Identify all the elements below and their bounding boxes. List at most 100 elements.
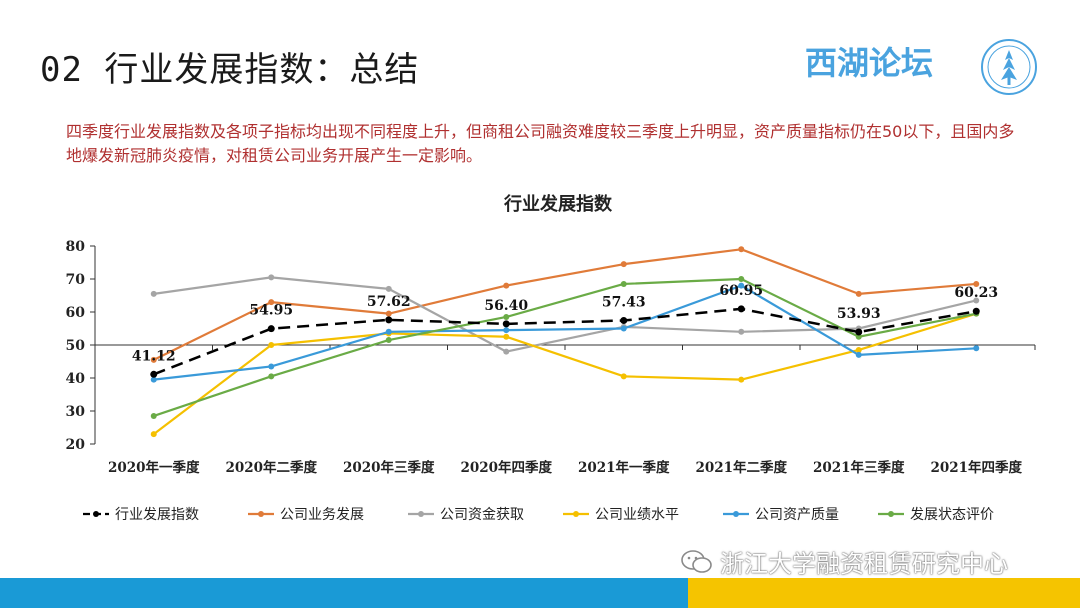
data-point — [150, 431, 157, 438]
data-point — [385, 310, 392, 317]
brand-logo-icon — [981, 39, 1037, 95]
data-label: 41.12 — [132, 348, 176, 364]
data-point — [972, 307, 980, 315]
data-label: 56.40 — [484, 298, 528, 314]
x-tick-label: 2020年三季度 — [343, 459, 435, 476]
x-tick-label: 2021年一季度 — [578, 459, 670, 476]
data-point — [620, 373, 627, 380]
page-title: 02 行业发展指数：总结 — [40, 50, 420, 90]
data-point — [268, 373, 275, 380]
chart-axes: 20 30 40 50 60 70 80 2020年一季度 2020年二季度 2020年三季度 20… — [66, 239, 1036, 476]
line-chart: 行业发展指数 20 30 40 50 60 70 80 2020年一季度 2020年二季度 202… — [66, 193, 1036, 523]
series-layer — [150, 246, 980, 438]
series-line — [153, 307, 977, 376]
series-1 — [150, 305, 980, 378]
y-tick-label: 40 — [66, 371, 86, 387]
x-tick-label: 2020年一季度 — [108, 459, 200, 476]
wechat-icon — [681, 549, 712, 573]
legend-label: 公司资金获取 — [440, 507, 524, 523]
legend-marker — [258, 511, 264, 517]
footer-band-blue — [0, 578, 688, 608]
data-point — [385, 328, 392, 335]
chart-title: 行业发展指数 — [503, 193, 613, 215]
legend-item: 行业发展指数 — [83, 507, 199, 523]
series-line — [153, 312, 977, 435]
series-6 — [150, 276, 980, 419]
y-tick-label: 30 — [66, 404, 86, 420]
legend-item: 公司业绩水平 — [563, 507, 679, 523]
series-5 — [150, 282, 980, 383]
summary-text: 四季度行业发展指数及各项子指标均出现不同程度上升，但商租公司融资难度较三季度上升… — [66, 122, 1015, 165]
legend-item: 公司资金获取 — [408, 507, 524, 523]
legend-item: 公司资产质量 — [723, 507, 839, 523]
data-point — [855, 290, 862, 297]
data-point — [385, 285, 392, 292]
series-line — [153, 248, 977, 361]
data-label: 60.23 — [954, 285, 998, 301]
data-point — [150, 412, 157, 419]
data-point — [150, 356, 157, 363]
data-point — [620, 261, 627, 268]
data-point — [855, 351, 862, 358]
series-3 — [150, 274, 980, 355]
data-point — [267, 325, 275, 333]
data-labels: 41.12 54.95 57.62 56.40 57.43 60.95 53.93 60.23 — [132, 283, 998, 364]
data-label: 60.95 — [719, 283, 763, 299]
data-point — [385, 337, 392, 344]
x-tick-label: 2020年二季度 — [225, 459, 317, 476]
legend-label: 发展状态评价 — [910, 507, 994, 523]
legend-marker — [733, 511, 739, 517]
series-line — [153, 276, 977, 353]
legend-marker — [888, 511, 894, 517]
data-point — [503, 333, 510, 340]
data-point — [503, 348, 510, 355]
footer-band-yellow — [688, 578, 1080, 608]
series-4 — [150, 310, 980, 438]
legend-label: 公司资产质量 — [755, 507, 839, 523]
footer-band — [0, 578, 1080, 608]
y-tick-label: 70 — [66, 272, 86, 288]
series-line — [153, 277, 977, 417]
data-point — [973, 297, 980, 304]
data-point — [150, 376, 157, 383]
series-line — [153, 284, 977, 381]
x-tick-label: 2021年四季度 — [930, 459, 1022, 476]
y-tick-label: 80 — [66, 239, 86, 255]
data-point — [620, 316, 628, 324]
y-tick-label: 20 — [66, 437, 86, 453]
data-point — [268, 342, 275, 348]
x-tick-label: 2021年二季度 — [695, 459, 787, 476]
data-point — [385, 316, 393, 324]
legend-marker — [573, 511, 579, 517]
series-2 — [150, 246, 980, 363]
y-tick-label: 50 — [66, 338, 86, 354]
data-point — [737, 305, 745, 313]
x-tick-label: 2020年四季度 — [460, 459, 552, 476]
data-point — [620, 280, 627, 287]
legend-label: 公司业绩水平 — [595, 507, 679, 523]
data-point — [855, 346, 862, 353]
brand-name: 西湖论坛 — [805, 44, 934, 82]
data-point — [150, 290, 157, 297]
x-tick-label: 2021年三季度 — [813, 459, 905, 476]
legend-item: 公司业务发展 — [248, 507, 364, 523]
legend-marker — [418, 511, 424, 517]
data-point — [503, 313, 510, 320]
data-point — [738, 246, 745, 253]
data-label: 57.43 — [602, 294, 646, 310]
data-point — [738, 282, 745, 289]
watermark-text: 浙江大学融资租赁研究中心 — [720, 550, 1008, 578]
data-point — [268, 274, 275, 281]
data-point — [502, 320, 510, 328]
data-point — [503, 282, 510, 289]
legend-label: 公司业务发展 — [280, 507, 364, 523]
chart-legend: 行业发展指数 公司业务发展 公司资金获取 公司业绩水平 公司资产质量 发展状态评价 — [83, 507, 994, 523]
data-point — [973, 345, 980, 352]
data-point — [855, 328, 863, 336]
data-point — [855, 333, 862, 340]
data-point — [738, 276, 745, 282]
data-point — [620, 325, 627, 332]
data-point — [973, 280, 980, 287]
y-tick-label: 60 — [66, 305, 86, 321]
data-label: 53.93 — [837, 306, 881, 322]
